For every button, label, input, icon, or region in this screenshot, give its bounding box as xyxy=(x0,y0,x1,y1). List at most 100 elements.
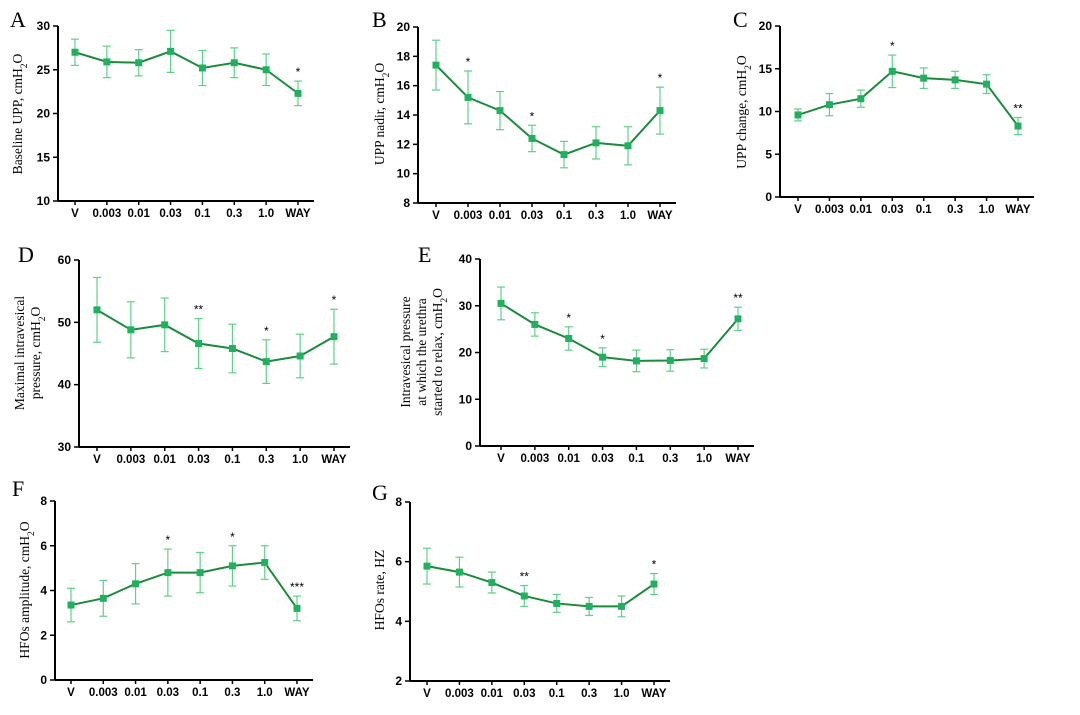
panel-a-data-point xyxy=(198,64,206,72)
panel-f-data-point xyxy=(67,601,75,609)
panel-e-data-point xyxy=(497,299,505,307)
panel-b-data-point xyxy=(656,107,664,115)
panel-e-y-axis-label: Intravesical pressure xyxy=(398,296,413,407)
panel-d-x-tick-label: 0.01 xyxy=(154,454,177,466)
panel-c-data-point xyxy=(794,111,802,119)
panel-b-x-tick-label: WAY xyxy=(647,210,672,222)
panel-b-y-tick-label: 14 xyxy=(397,108,411,122)
panel-g-x-tick-label: 0.01 xyxy=(481,688,504,700)
panel-c-data-point xyxy=(857,95,865,103)
panel-g-letter: G xyxy=(372,480,388,505)
panel-c-significance-mark: ** xyxy=(1013,101,1023,115)
panel-d-x-tick-label: 0.03 xyxy=(187,454,209,466)
panel-e-significance-mark: ** xyxy=(733,291,743,305)
panel-f-data-point xyxy=(132,580,140,588)
panel-b-y-tick-label: 16 xyxy=(397,79,411,93)
panel-a-x-tick-label: 0.3 xyxy=(226,208,242,220)
panel-a-series-line xyxy=(74,50,299,95)
panel-e-y-tick-label: 20 xyxy=(459,346,473,360)
panel-a-x-tick-label: 0.03 xyxy=(159,208,181,220)
panel-d-y-axis-label: Maximal intravesical xyxy=(12,296,27,411)
panel-g-y-tick-label: 8 xyxy=(395,495,402,509)
panel-a-x-tick-label: 0.01 xyxy=(128,208,151,220)
panel-b-data-point xyxy=(464,93,472,101)
panel-d-data-point xyxy=(127,326,135,334)
panel-c-letter: C xyxy=(733,7,748,32)
panel-f-y-tick-label: 8 xyxy=(40,494,47,508)
panel-c-y-tick-label: 15 xyxy=(759,62,773,76)
panel-f-x-tick-label: 0.3 xyxy=(224,687,240,699)
panel-e-data-point xyxy=(599,353,607,361)
panel-a-data-point xyxy=(294,89,302,97)
panel-c-data-point xyxy=(951,76,959,84)
panel-b-x-tick-label: 0.1 xyxy=(556,210,573,222)
panel-c-x-tick-label: 0.1 xyxy=(916,204,933,216)
panel-a-data-point xyxy=(167,47,175,55)
panel-c-data-point xyxy=(920,74,928,82)
panel-g-data-point xyxy=(455,568,463,576)
panel-g-data-point xyxy=(423,562,431,570)
panel-b-significance-mark: * xyxy=(658,71,663,85)
panel-f-data-point xyxy=(261,559,269,567)
panel-b-y-tick-label: 18 xyxy=(397,49,411,63)
panel-c-y-axis-label: UPP change, cmH2O xyxy=(734,55,754,169)
panel-e-x-tick-label: 1.0 xyxy=(696,453,712,465)
panel-f-letter: F xyxy=(12,476,24,501)
panel-g-data-point xyxy=(618,602,626,610)
panel-g-y-tick-label: 6 xyxy=(395,555,402,569)
panel-d-significance-mark: * xyxy=(264,324,269,338)
panel-e-y-tick-label: 40 xyxy=(459,252,473,266)
panel-a-y-tick-label: 20 xyxy=(37,107,51,121)
panel-f-data-point xyxy=(164,569,172,577)
panel-e-x-tick-label: 0.03 xyxy=(591,453,613,465)
panel-g-y-tick-label: 4 xyxy=(395,614,402,628)
panel-f-x-tick-label: 0.01 xyxy=(124,687,147,699)
panel-a-data-point xyxy=(103,58,111,66)
panel-c-x-tick-label: 0.03 xyxy=(881,204,903,216)
panel-f-x-tick-label: 1.0 xyxy=(257,687,273,699)
panel-a-data-point xyxy=(71,48,79,56)
panel-f-data-point xyxy=(228,562,236,570)
panel-g-data-point xyxy=(553,599,561,607)
panel-e-x-tick-label: V xyxy=(497,453,505,465)
panel-a-y-tick-label: 15 xyxy=(37,150,51,164)
panel-e-y-tick-label: 10 xyxy=(459,392,473,406)
panel-g-y-axis-label: HFOs rate, HZ xyxy=(372,550,387,631)
panel-e-y-tick-label: 0 xyxy=(465,439,472,453)
panel-c-data-point xyxy=(983,80,991,88)
panel-d-data-point xyxy=(330,333,338,341)
panel-b-letter: B xyxy=(372,7,387,32)
panel-a-y-tick-label: 10 xyxy=(37,194,51,208)
panel-c-y-tick-label: 10 xyxy=(759,105,773,119)
panel-a-y-tick-label: 25 xyxy=(37,63,51,77)
panel-c-y-tick-label: 20 xyxy=(759,19,773,33)
panel-e-data-point xyxy=(666,356,674,364)
panel-c-y-tick-label: 5 xyxy=(765,147,772,161)
panel-b-data-point xyxy=(432,61,440,69)
panel-e-y-tick-label: 30 xyxy=(459,299,473,313)
panel-b-y-axis-label: UPP nadir, cmH2O xyxy=(372,63,392,166)
panel-e-y-axis-label: at which the urethra xyxy=(414,298,429,406)
panel-e-significance-mark: * xyxy=(600,332,605,346)
panel-c-x-tick-label: 0.003 xyxy=(815,204,844,216)
panel-c-significance-mark: * xyxy=(890,39,895,53)
panel-c-series-line xyxy=(797,70,1019,127)
panel-c-x-tick-label: 0.01 xyxy=(850,204,873,216)
panel-f-significance-mark: *** xyxy=(290,580,304,594)
panel-a-x-tick-label: WAY xyxy=(285,208,310,220)
panel-d-letter: D xyxy=(18,242,34,267)
panel-b-data-point xyxy=(592,139,600,147)
panel-e-data-point xyxy=(632,357,640,365)
panel-e-y-axis-label: started to relax, cmH2O xyxy=(430,288,450,416)
panel-c-data-point xyxy=(825,101,833,109)
panel-g-x-tick-label: 0.003 xyxy=(445,688,474,700)
panel-b-data-point xyxy=(624,142,632,150)
panel-b-data-point xyxy=(560,151,568,159)
panel-d-x-tick-label: 0.1 xyxy=(224,454,241,466)
panel-c-x-tick-label: V xyxy=(794,204,802,216)
panel-f-significance-mark: * xyxy=(166,533,171,547)
panel-g-x-tick-label: 0.03 xyxy=(513,688,535,700)
panel-b-y-tick-label: 10 xyxy=(397,167,411,181)
panel-b-y-tick-label: 12 xyxy=(397,137,411,151)
panel-b-significance-mark: * xyxy=(530,109,535,123)
